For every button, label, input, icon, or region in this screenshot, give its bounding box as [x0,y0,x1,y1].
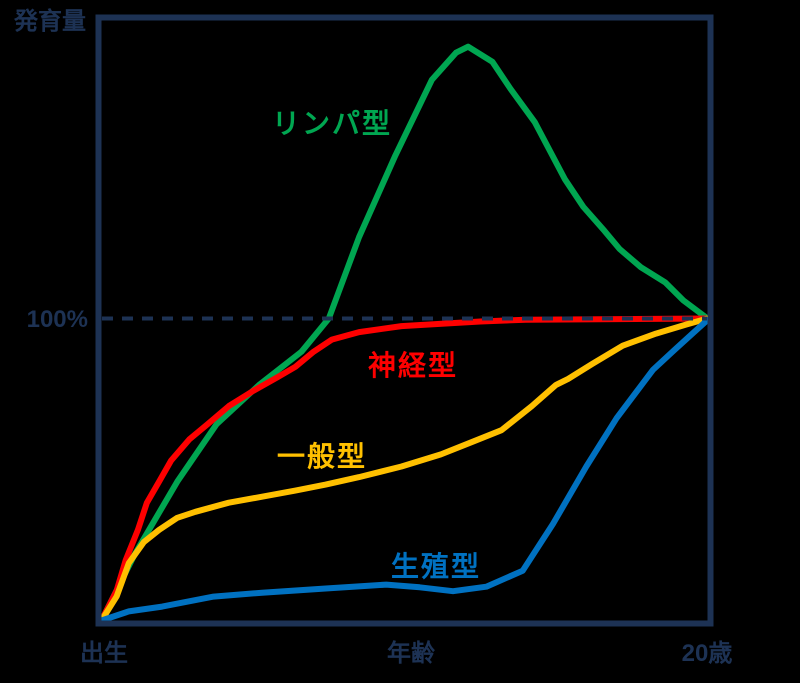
series-line-lymphoid [98,43,711,624]
plot-frame [95,14,714,627]
y-axis-100-label: 100% [27,306,88,333]
series-label-lymphoid: リンパ型 [272,108,392,139]
series-line-genital [98,317,711,624]
x-axis-birth-label: 出生 [80,640,128,667]
series-label-general: 一般型 [277,440,367,472]
series-label-genital: 生殖型 [391,551,481,582]
series-line-neural [98,315,711,624]
x-axis-age-label: 年齢 [387,639,436,667]
x-axis-20y-label: 20歳 [682,639,733,667]
series-line-general [98,315,711,624]
series-label-neural: 神経型 [368,349,458,381]
y-axis-title: 発育量 [13,7,86,35]
